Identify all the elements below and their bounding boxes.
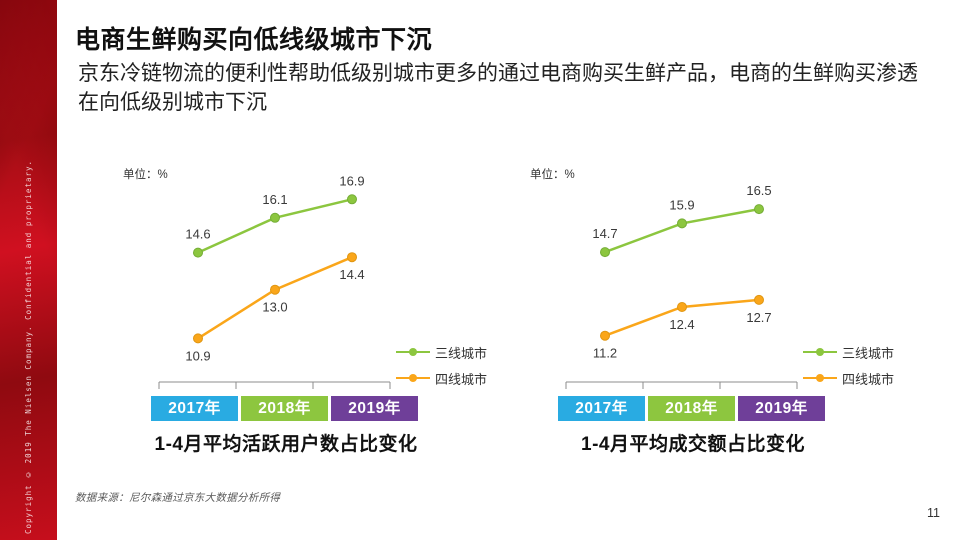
x-axis-bracket [565, 381, 798, 389]
year-label: 2018年 [648, 396, 735, 421]
svg-text:16.1: 16.1 [262, 192, 287, 207]
svg-text:14.6: 14.6 [185, 227, 210, 242]
line-plot: 14.6 16.1 16.9 10.9 13.0 14.4 [185, 173, 364, 363]
unit-label: 单位：% [123, 169, 168, 181]
svg-text:12.4: 12.4 [669, 317, 694, 332]
legend-label: 四线城市 [842, 371, 895, 387]
x-axis-category-labels: 2017年 2018年 2019年 [151, 396, 418, 421]
legend: 三线城市 四线城市 [803, 343, 894, 395]
legend-label: 三线城市 [842, 345, 895, 361]
svg-text:16.9: 16.9 [339, 173, 364, 188]
legend-item: 三线城市 [396, 343, 487, 361]
svg-text:15.9: 15.9 [669, 197, 694, 212]
chart-title: 1-4月平均活跃用户数占比变化 [154, 434, 418, 455]
legend-marker-icon [803, 374, 837, 382]
legend-marker-icon [803, 348, 837, 356]
legend-label: 三线城市 [435, 345, 488, 361]
legend-label: 四线城市 [435, 371, 488, 387]
x-axis-category-labels: 2017年 2018年 2019年 [558, 396, 825, 421]
slide-content: 电商生鲜购买向低线级城市下沉 京东冷链物流的便利性帮助低级别城市更多的通过电商购… [57, 0, 960, 540]
svg-text:12.7: 12.7 [746, 310, 771, 325]
chart-active-users: 单位：% 14.6 16.1 16.9 10.9 13.0 14.4 三线城市四线城市 2… [120, 160, 500, 470]
svg-text:16.5: 16.5 [746, 183, 771, 198]
page-number: 11 [927, 506, 940, 520]
chart-title: 1-4月平均成交额占比变化 [581, 434, 805, 455]
legend-item: 三线城市 [803, 343, 894, 361]
year-label: 2018年 [241, 396, 328, 421]
year-label: 2017年 [558, 396, 645, 421]
svg-text:10.9: 10.9 [185, 348, 210, 363]
copyright-text: Copyright © 2019 The Nielsen Company. Co… [24, 159, 33, 534]
year-label: 2017年 [151, 396, 238, 421]
page-subtitle: 京东冷链物流的便利性帮助低级别城市更多的通过电商购买生鲜产品，电商的生鲜购买渗透… [78, 62, 918, 114]
svg-text:14.4: 14.4 [339, 267, 364, 282]
legend-marker-icon [396, 374, 430, 382]
legend-marker-icon [396, 348, 430, 356]
year-label: 2019年 [738, 396, 825, 421]
source-note: 数据来源：尼尔森通过京东大数据分析所得 [75, 492, 281, 504]
year-label: 2019年 [331, 396, 418, 421]
svg-text:13.0: 13.0 [262, 300, 287, 315]
svg-text:14.7: 14.7 [592, 226, 617, 241]
legend-item: 四线城市 [396, 369, 487, 387]
legend: 三线城市 四线城市 [396, 343, 487, 395]
page-title: 电商生鲜购买向低线级城市下沉 [75, 26, 433, 54]
unit-label: 单位：% [530, 169, 575, 181]
line-plot: 14.7 15.9 16.5 11.2 12.4 12.7 [592, 183, 771, 361]
svg-text:11.2: 11.2 [593, 346, 617, 361]
legend-item: 四线城市 [803, 369, 894, 387]
red-sidebar: Copyright © 2019 The Nielsen Company. Co… [0, 0, 57, 540]
x-axis-bracket [158, 381, 391, 389]
chart-gmv: 单位：% 14.7 15.9 16.5 11.2 12.4 12.7 三线城市四线城市 2… [527, 160, 907, 470]
